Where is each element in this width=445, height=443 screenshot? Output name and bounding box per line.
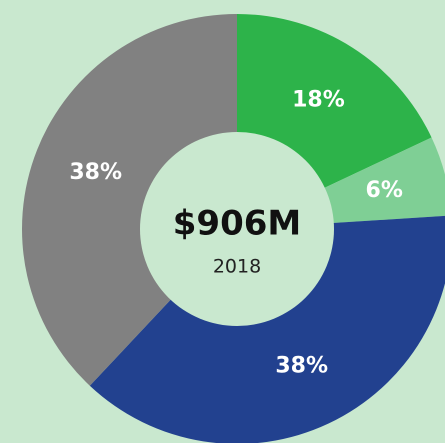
slice [89, 215, 445, 443]
value-label: 18% [292, 88, 345, 113]
donut-hole [140, 132, 334, 326]
slice [323, 137, 445, 223]
value-label: 38% [275, 354, 328, 379]
slice [22, 14, 237, 386]
center-sublabel: 2018 [213, 256, 261, 278]
value-label: 38% [69, 160, 122, 185]
center-label: $906M [173, 204, 301, 244]
slice [237, 14, 432, 189]
value-label: 6% [366, 178, 403, 203]
slices [22, 14, 445, 443]
